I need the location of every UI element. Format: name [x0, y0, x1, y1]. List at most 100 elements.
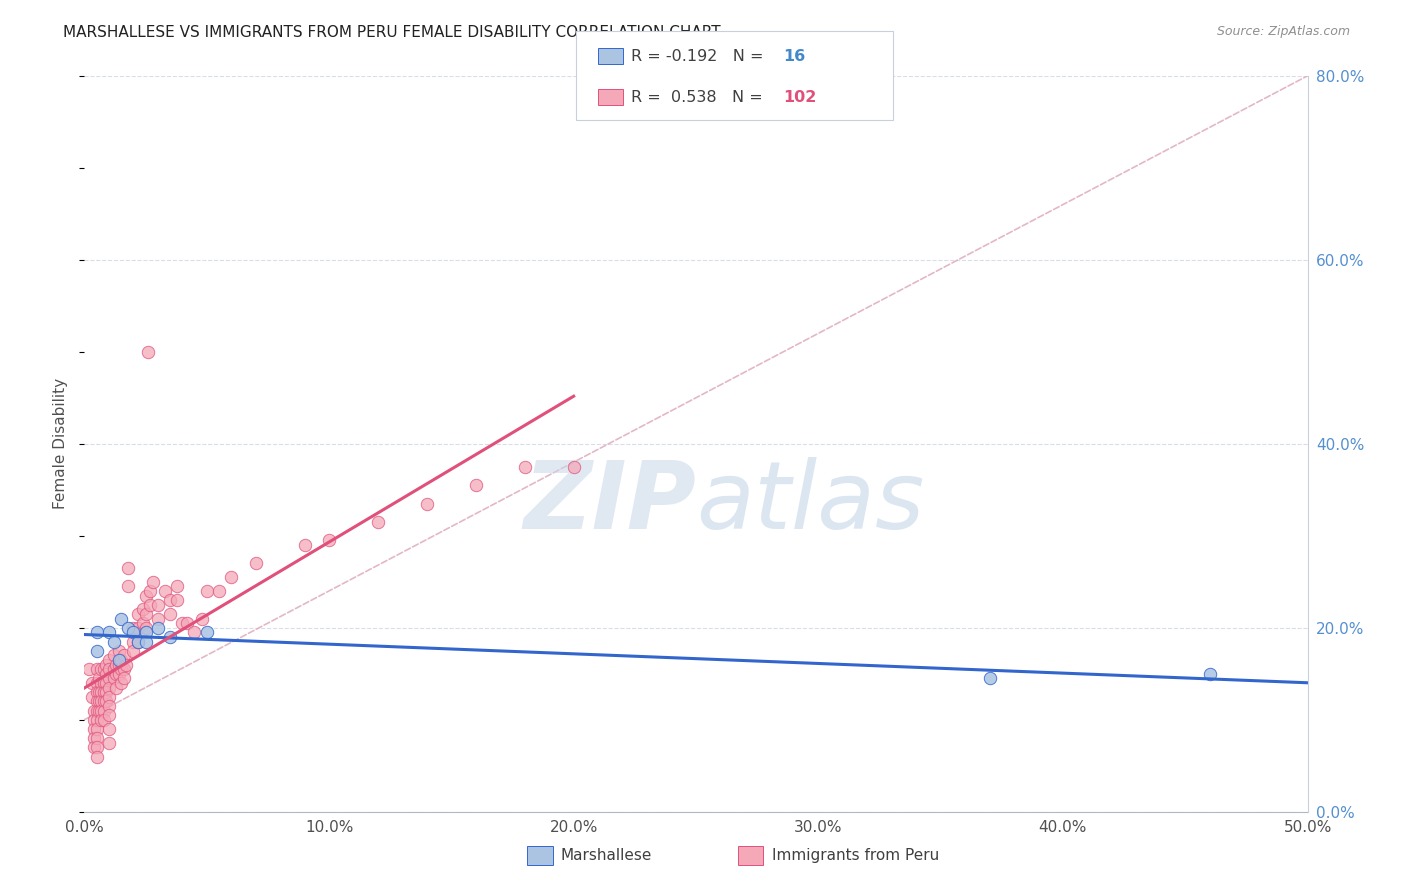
- Point: [122, 644, 145, 658]
- Point: [135, 634, 157, 648]
- Point: [195, 625, 218, 640]
- Point: [93, 685, 115, 699]
- Text: R =  0.538   N =: R = 0.538 N =: [631, 90, 768, 105]
- Point: [90, 704, 112, 718]
- Point: [107, 666, 129, 681]
- Point: [513, 459, 536, 474]
- Point: [135, 625, 157, 640]
- Point: [416, 497, 439, 511]
- Point: [97, 681, 120, 695]
- Point: [86, 662, 108, 676]
- Point: [166, 579, 188, 593]
- Point: [139, 584, 162, 599]
- Point: [110, 653, 132, 667]
- Point: [90, 662, 112, 676]
- Point: [159, 607, 181, 621]
- Point: [103, 671, 125, 685]
- Point: [219, 570, 242, 584]
- Point: [127, 607, 149, 621]
- Point: [110, 611, 132, 625]
- Text: Marshallese: Marshallese: [561, 848, 652, 863]
- Point: [139, 598, 162, 612]
- Point: [979, 671, 1001, 685]
- Point: [97, 690, 120, 704]
- Point: [110, 676, 132, 690]
- Point: [97, 662, 120, 676]
- Point: [86, 749, 108, 764]
- Point: [90, 676, 112, 690]
- Point: [96, 666, 118, 681]
- Point: [80, 676, 103, 690]
- Point: [112, 648, 135, 663]
- Point: [103, 648, 125, 663]
- Point: [132, 616, 155, 631]
- Point: [97, 625, 120, 640]
- Point: [83, 731, 105, 746]
- Point: [97, 671, 120, 685]
- Point: [103, 634, 125, 648]
- Point: [146, 611, 169, 625]
- Point: [146, 598, 169, 612]
- Point: [105, 657, 128, 672]
- Point: [562, 459, 585, 474]
- Point: [107, 653, 129, 667]
- Point: [90, 713, 112, 727]
- Point: [86, 731, 108, 746]
- Point: [96, 657, 118, 672]
- Point: [86, 713, 108, 727]
- Point: [86, 704, 108, 718]
- Point: [122, 634, 145, 648]
- Point: [166, 593, 188, 607]
- Point: [83, 713, 105, 727]
- Point: [97, 653, 120, 667]
- Point: [117, 561, 139, 575]
- Point: [153, 584, 176, 599]
- Point: [159, 630, 181, 644]
- Point: [87, 694, 110, 708]
- Point: [115, 657, 138, 672]
- Text: 16: 16: [783, 49, 806, 64]
- Point: [195, 584, 218, 599]
- Point: [80, 690, 103, 704]
- Point: [87, 704, 110, 718]
- Point: [135, 621, 157, 635]
- Point: [318, 533, 340, 548]
- Point: [97, 736, 120, 750]
- Point: [172, 616, 194, 631]
- Y-axis label: Female Disability: Female Disability: [53, 378, 69, 509]
- Point: [132, 602, 155, 616]
- Point: [107, 644, 129, 658]
- Text: 102: 102: [783, 90, 817, 105]
- Text: MARSHALLESE VS IMMIGRANTS FROM PERU FEMALE DISABILITY CORRELATION CHART: MARSHALLESE VS IMMIGRANTS FROM PERU FEMA…: [63, 25, 721, 40]
- Point: [93, 662, 115, 676]
- Point: [86, 625, 108, 640]
- Point: [117, 579, 139, 593]
- Point: [245, 557, 267, 571]
- Point: [142, 574, 165, 589]
- Text: Source: ZipAtlas.com: Source: ZipAtlas.com: [1216, 25, 1350, 38]
- Point: [105, 666, 128, 681]
- Point: [110, 662, 132, 676]
- Text: R = -0.192   N =: R = -0.192 N =: [631, 49, 769, 64]
- Point: [127, 621, 149, 635]
- Point: [93, 676, 115, 690]
- Point: [86, 740, 108, 755]
- Point: [176, 616, 198, 631]
- Point: [86, 644, 108, 658]
- Point: [96, 694, 118, 708]
- Point: [86, 722, 108, 736]
- Point: [77, 662, 100, 676]
- Point: [191, 611, 214, 625]
- Point: [83, 740, 105, 755]
- Point: [464, 478, 486, 492]
- Point: [127, 634, 149, 648]
- Text: Immigrants from Peru: Immigrants from Peru: [772, 848, 939, 863]
- Point: [83, 704, 105, 718]
- Point: [112, 662, 135, 676]
- Point: [93, 694, 115, 708]
- Point: [208, 584, 231, 599]
- Point: [97, 708, 120, 723]
- Point: [1198, 666, 1220, 681]
- Point: [90, 694, 112, 708]
- Point: [127, 634, 149, 648]
